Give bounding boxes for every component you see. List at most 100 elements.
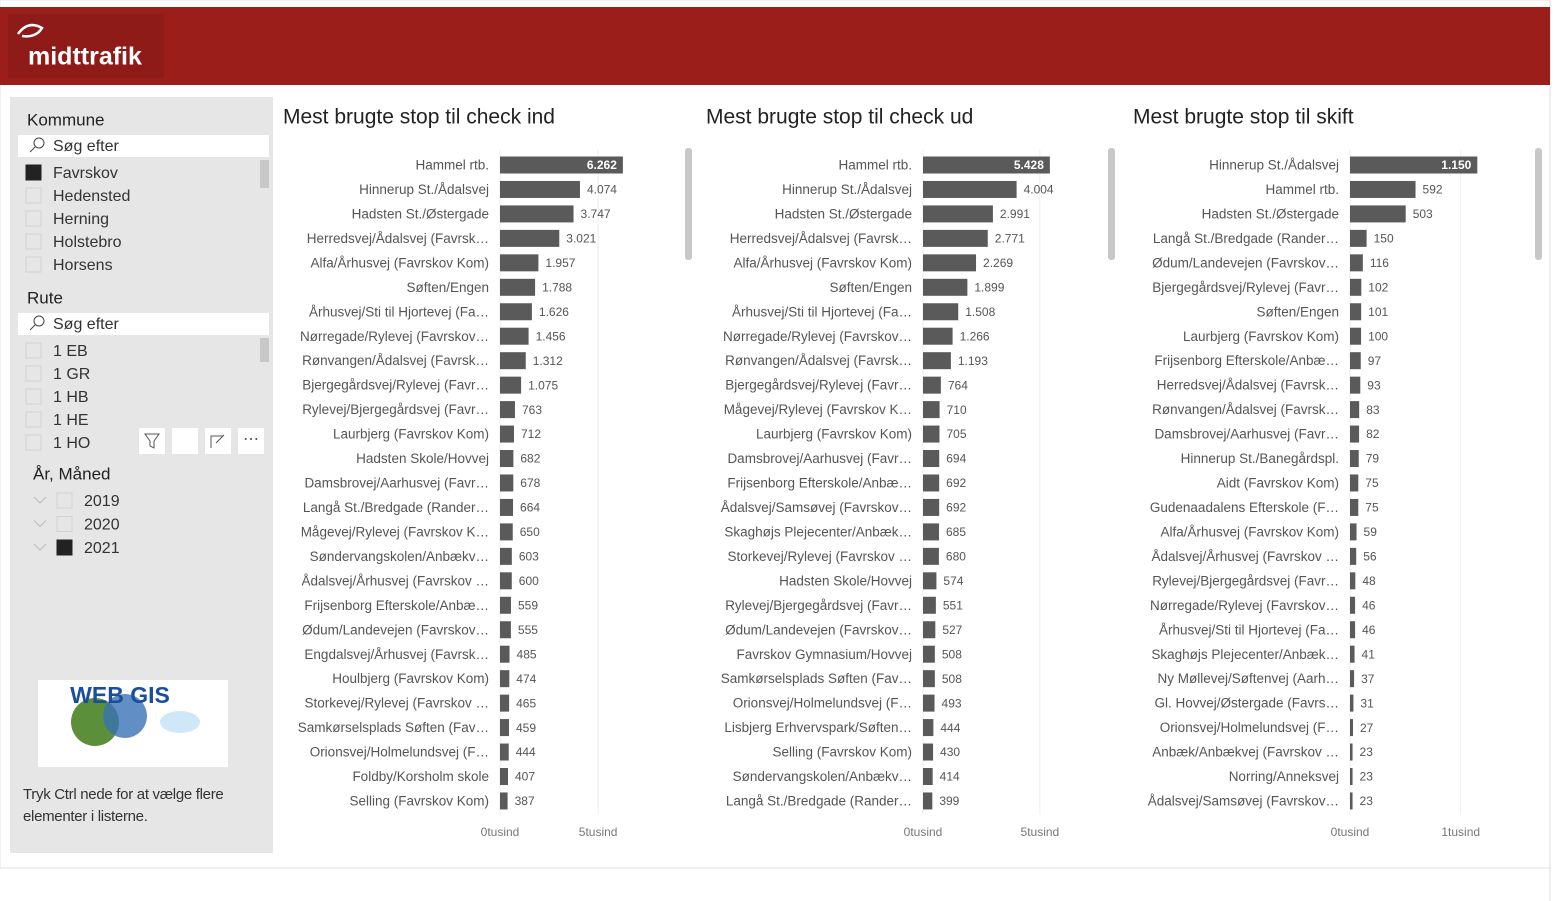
slicer-item[interactable]: 2020 [84, 517, 120, 534]
slicer-item[interactable]: 1 HB [53, 389, 89, 406]
value-label: 46 [1362, 623, 1376, 637]
x-tick-label: 5tusind [579, 825, 618, 839]
slicer-item[interactable]: 1 HO [53, 435, 90, 452]
category-label: Selling (Favrskov Kom) [349, 794, 489, 809]
more-icon[interactable] [238, 428, 264, 454]
value-label: 682 [520, 452, 540, 466]
value-label: 82 [1366, 427, 1380, 441]
footer-note: Tryk Ctrl nede for at vælge flere elemen… [23, 786, 224, 825]
bar [500, 645, 510, 663]
value-label: 101 [1368, 305, 1388, 319]
slicer-item[interactable]: 2019 [84, 493, 120, 510]
checkbox[interactable] [56, 539, 73, 556]
checkbox[interactable] [25, 365, 42, 382]
slicer-item[interactable]: Hedensted [53, 188, 130, 205]
category-label: Hinnerup St./Ådalsvej [1209, 158, 1339, 173]
category-label: Orionsvej/Holmelundsvej (F… [310, 745, 489, 760]
search-box[interactable] [18, 135, 269, 157]
value-label: 603 [519, 550, 539, 564]
expand-chevron[interactable] [33, 520, 47, 528]
value-label: 444 [940, 721, 960, 735]
value-label: 493 [942, 696, 962, 710]
value-label: 79 [1366, 452, 1380, 466]
checkbox[interactable] [25, 411, 42, 428]
slicer-item[interactable]: 2021 [84, 540, 120, 557]
bar [1350, 621, 1356, 639]
value-label: 116 [1370, 256, 1389, 270]
checkbox[interactable] [25, 342, 42, 359]
value-label: 692 [946, 501, 966, 515]
bar [500, 401, 515, 419]
focus-icon[interactable] [172, 428, 198, 454]
scrollbar[interactable] [685, 148, 692, 260]
category-label: Bjergegårdsvej/Rylevej (Favr… [1152, 280, 1339, 295]
scrollbar[interactable] [260, 338, 269, 362]
search-box[interactable] [18, 313, 269, 335]
slicer-item[interactable]: Herning [53, 211, 109, 228]
slicer-item[interactable]: Favrskov [53, 165, 118, 182]
slicer-item[interactable]: 1 HE [53, 412, 89, 429]
checkbox[interactable] [25, 434, 42, 451]
category-label: Aidt (Favrskov Kom) [1217, 476, 1339, 491]
scrollbar[interactable] [260, 160, 269, 188]
slicer-item[interactable]: 1 EB [53, 343, 88, 360]
scrollbar[interactable] [1108, 148, 1115, 260]
category-label: Norring/Anneksvej [1229, 769, 1339, 784]
bar [923, 719, 934, 737]
checkbox[interactable] [25, 187, 42, 204]
value-label: 56 [1363, 550, 1377, 564]
checkbox[interactable] [25, 210, 42, 227]
checkbox[interactable] [25, 388, 42, 405]
slicer-item[interactable]: Holstebro [53, 234, 122, 251]
value-label: 23 [1360, 745, 1374, 759]
value-label: 1.193 [958, 354, 988, 368]
category-label: Hadsten St./Østergade [352, 206, 489, 221]
webgis-logo: WEB GIS [70, 682, 170, 708]
bar [1350, 572, 1356, 590]
chart-title: Mest brugte stop til skift [1133, 106, 1354, 129]
category-label: Gudenaadalens Efterskole (F… [1150, 500, 1339, 515]
checkbox[interactable] [25, 233, 42, 250]
category-label: Anbæk/Anbækvej (Favrskov … [1152, 745, 1339, 760]
checkbox[interactable] [56, 516, 73, 532]
bar [923, 450, 940, 468]
visual-toolbar[interactable]: ⋯ [139, 428, 264, 454]
value-label: 3.021 [566, 232, 596, 246]
category-label: Storkevej/Rylevej (Favrskov … [727, 549, 912, 564]
category-label: Søften/Engen [1256, 304, 1339, 319]
value-label: 1.266 [960, 329, 990, 343]
filter-icon[interactable] [139, 428, 165, 454]
cloud [160, 711, 200, 733]
value-label: 2.991 [1000, 207, 1030, 221]
chart-title: Mest brugte stop til check ind [283, 106, 555, 129]
bar [923, 768, 933, 785]
bar [923, 474, 940, 492]
value-label: 551 [943, 598, 963, 612]
category-label: Bjergegårdsvej/Rylevej (Favr… [725, 378, 912, 393]
checkbox[interactable] [56, 492, 73, 509]
bar [500, 303, 532, 321]
scrollbar[interactable] [1535, 148, 1542, 260]
bar [1350, 303, 1362, 321]
x-tick-label: 1tusind [1441, 825, 1480, 839]
slicer-item[interactable]: 1 GR [53, 366, 90, 383]
bar [923, 621, 936, 639]
bar [923, 743, 934, 761]
checkbox[interactable] [25, 256, 42, 273]
value-label: 465 [516, 696, 536, 710]
category-label: Søndervangskolen/Anbækv… [733, 769, 912, 784]
bar [1350, 352, 1361, 370]
header-band [0, 7, 1550, 85]
value-label: 555 [518, 623, 538, 637]
value-label: 527 [942, 623, 962, 637]
bar [923, 572, 937, 590]
bar [1350, 327, 1362, 345]
category-label: Lisbjerg Erhvervspark/Søften… [724, 720, 912, 735]
category-label: Ødum/Landevejen (Favrskov… [302, 622, 489, 637]
expand-chevron[interactable] [33, 543, 47, 551]
expand-chevron[interactable] [33, 496, 47, 504]
checkbox[interactable] [25, 164, 42, 181]
slicer-item[interactable]: Horsens [53, 257, 113, 274]
